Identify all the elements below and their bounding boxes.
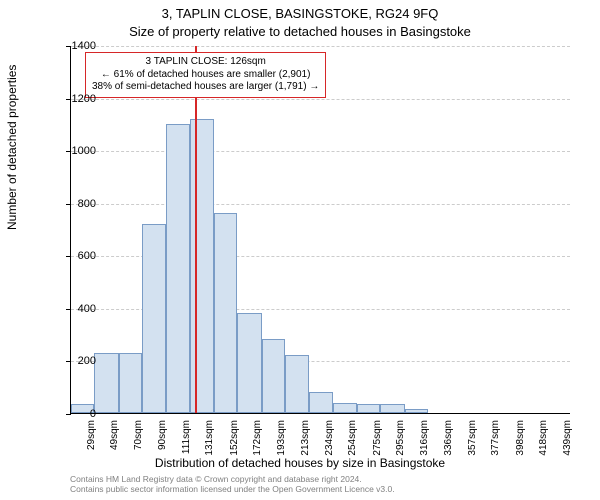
xtick-label: 172sqm bbox=[252, 420, 263, 464]
xtick-label: 316sqm bbox=[419, 420, 430, 464]
ytick-label: 1400 bbox=[56, 40, 96, 52]
footer-line2: Contains public sector information licen… bbox=[70, 484, 395, 494]
histogram-bar bbox=[380, 404, 404, 413]
histogram-bar bbox=[405, 409, 428, 413]
histogram-bar bbox=[166, 124, 189, 413]
xtick-label: 234sqm bbox=[324, 420, 335, 464]
ytick-label: 600 bbox=[56, 250, 96, 262]
xtick-label: 254sqm bbox=[347, 420, 358, 464]
histogram-bar bbox=[237, 313, 261, 413]
annotation-line1: 3 TAPLIN CLOSE: 126sqm bbox=[92, 56, 319, 69]
histogram-bar bbox=[214, 213, 237, 413]
xtick-label: 49sqm bbox=[109, 420, 120, 464]
title-subtitle: Size of property relative to detached ho… bbox=[0, 24, 600, 39]
annotation-line3: 38% of semi-detached houses are larger (… bbox=[92, 81, 319, 94]
xtick-label: 377sqm bbox=[490, 420, 501, 464]
grid-line bbox=[71, 151, 570, 152]
grid-line bbox=[71, 204, 570, 205]
ytick-label: 0 bbox=[56, 408, 96, 420]
xtick-label: 152sqm bbox=[229, 420, 240, 464]
annotation-box: 3 TAPLIN CLOSE: 126sqm ← 61% of detached… bbox=[85, 52, 326, 98]
xtick-label: 418sqm bbox=[538, 420, 549, 464]
xtick-label: 336sqm bbox=[443, 420, 454, 464]
xtick-label: 213sqm bbox=[300, 420, 311, 464]
histogram-bar bbox=[142, 224, 166, 413]
xtick-label: 275sqm bbox=[372, 420, 383, 464]
y-axis-label: Number of detached properties bbox=[5, 65, 19, 230]
title-address: 3, TAPLIN CLOSE, BASINGSTOKE, RG24 9FQ bbox=[0, 6, 600, 21]
xtick-label: 398sqm bbox=[515, 420, 526, 464]
xtick-label: 357sqm bbox=[467, 420, 478, 464]
footer-attribution: Contains HM Land Registry data © Crown c… bbox=[70, 474, 395, 494]
xtick-label: 90sqm bbox=[157, 420, 168, 464]
histogram-bar bbox=[357, 404, 380, 413]
annotation-line2: ← 61% of detached houses are smaller (2,… bbox=[92, 69, 319, 82]
histogram-bar bbox=[262, 339, 285, 413]
histogram-bar bbox=[119, 353, 142, 413]
footer-line1: Contains HM Land Registry data © Crown c… bbox=[70, 474, 395, 484]
marker-line bbox=[195, 46, 197, 413]
plot-area bbox=[70, 46, 570, 414]
ytick-label: 400 bbox=[56, 303, 96, 315]
xtick-label: 111sqm bbox=[181, 420, 192, 464]
ytick-label: 1000 bbox=[56, 145, 96, 157]
xtick-label: 131sqm bbox=[204, 420, 215, 464]
histogram-bar bbox=[333, 403, 357, 414]
xtick-label: 29sqm bbox=[86, 420, 97, 464]
grid-line bbox=[71, 99, 570, 100]
histogram-bar bbox=[285, 355, 309, 413]
xtick-label: 193sqm bbox=[276, 420, 287, 464]
histogram-bar bbox=[190, 119, 214, 413]
ytick-label: 200 bbox=[56, 355, 96, 367]
histogram-bar bbox=[309, 392, 332, 413]
ytick-label: 1200 bbox=[56, 93, 96, 105]
xtick-label: 439sqm bbox=[562, 420, 573, 464]
ytick-label: 800 bbox=[56, 198, 96, 210]
xtick-label: 295sqm bbox=[395, 420, 406, 464]
grid-line bbox=[71, 46, 570, 47]
xtick-label: 70sqm bbox=[133, 420, 144, 464]
histogram-bar bbox=[94, 353, 118, 413]
